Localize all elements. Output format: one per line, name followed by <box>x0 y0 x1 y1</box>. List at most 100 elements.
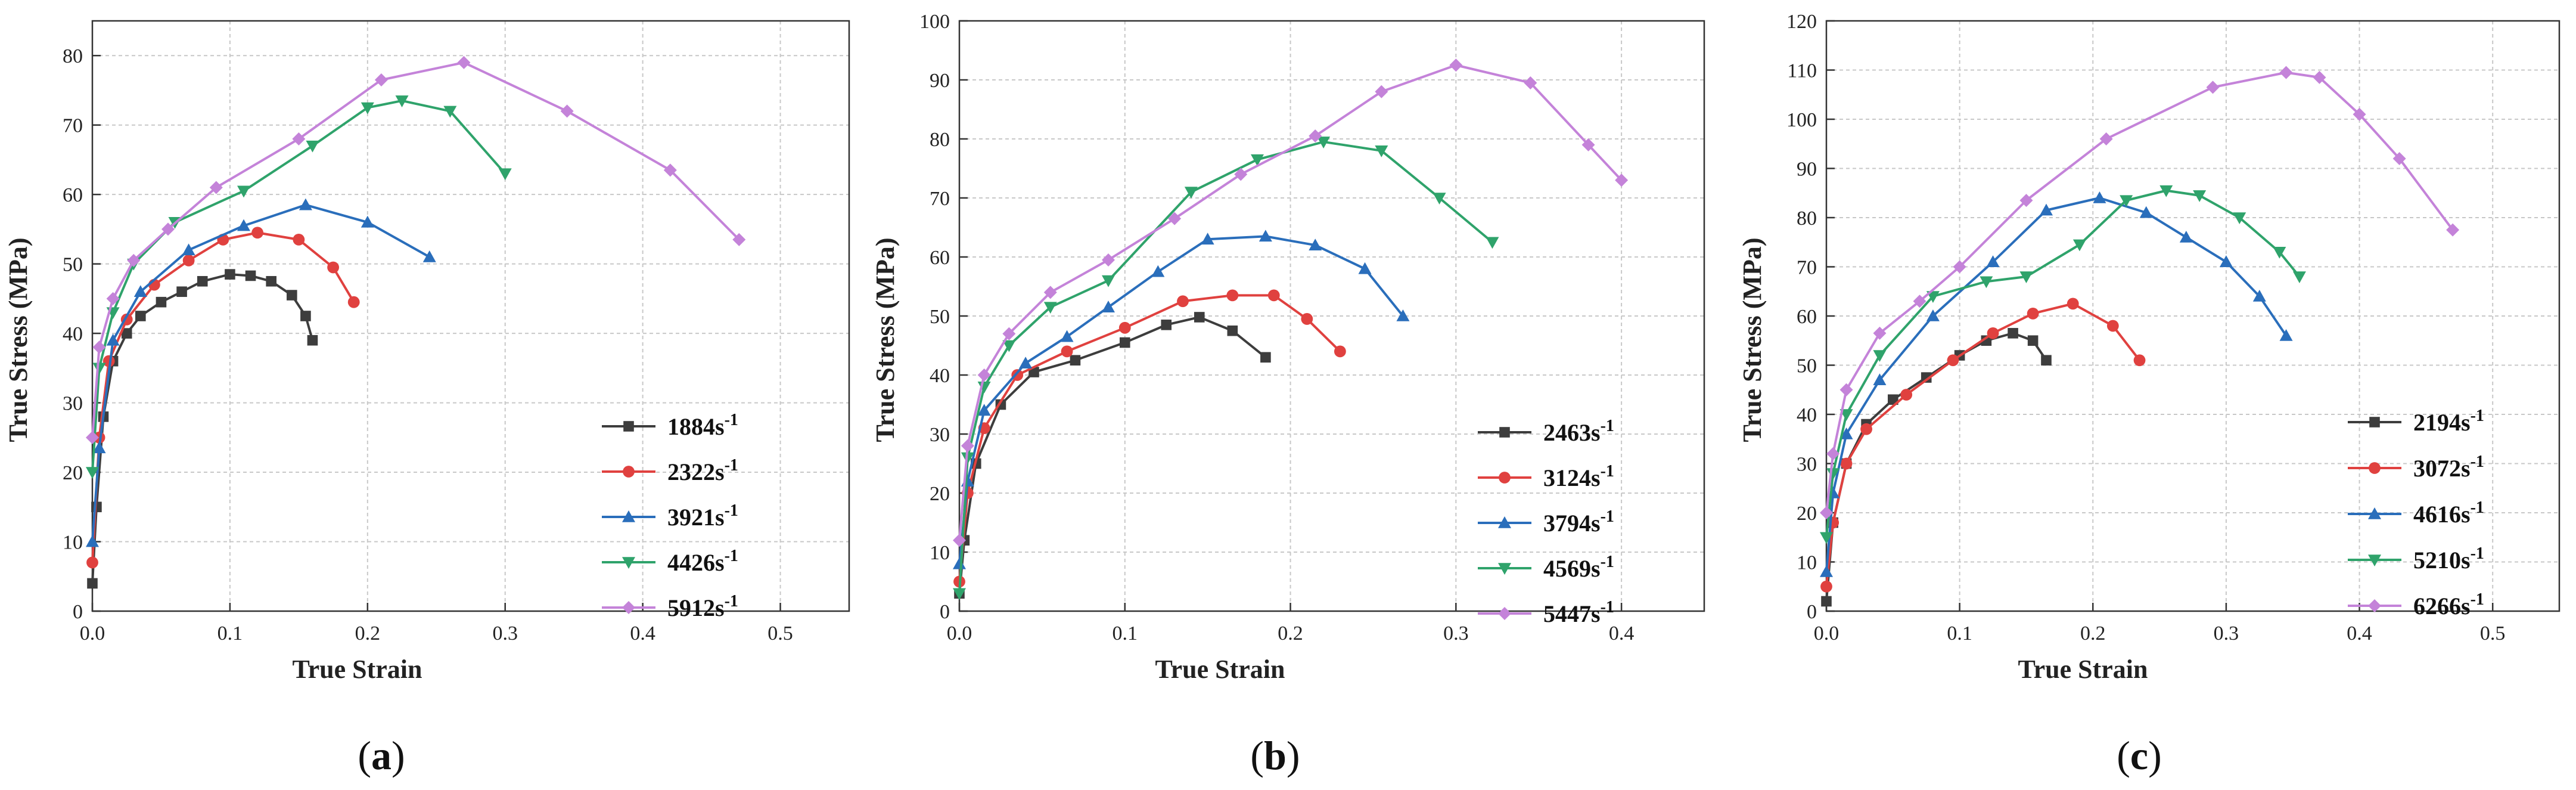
data-point-1884 <box>300 311 311 321</box>
legend-marker-5447 <box>1498 607 1511 620</box>
data-point-4569 <box>1102 275 1115 287</box>
y-tick-label: 100 <box>1786 109 1817 131</box>
legend-label-3921: 3921s-1 <box>667 501 738 531</box>
legend-rate-exponent: -1 <box>1601 553 1614 571</box>
data-point-6266 <box>1826 447 1840 460</box>
series-4616 <box>1820 191 2293 577</box>
data-point-6266 <box>2392 152 2406 165</box>
data-point-5210 <box>2120 195 2133 207</box>
x-tick-label: 0.1 <box>217 622 243 645</box>
panel-label-c: (c) <box>2117 733 2162 778</box>
legend-label-2194: 2194s-1 <box>2413 407 2484 436</box>
data-point-5210 <box>2233 212 2246 224</box>
data-point-4569 <box>1317 137 1331 148</box>
legend-rate-value: 6266s <box>2413 593 2471 619</box>
data-point-2322 <box>182 254 195 267</box>
data-point-3794 <box>1060 330 1074 342</box>
legend-marker-2463 <box>1499 427 1510 438</box>
data-point-4426 <box>498 168 512 181</box>
data-point-2322 <box>327 261 339 274</box>
data-point-3794 <box>1396 309 1410 321</box>
legend-label-4426: 4426s-1 <box>667 547 738 576</box>
legend-marker-3124 <box>1499 472 1511 484</box>
data-point-4569 <box>1375 145 1388 157</box>
data-point-4616 <box>1820 565 1833 577</box>
y-tick-label: 10 <box>930 542 950 564</box>
panel-label-close: ) <box>391 733 405 778</box>
data-point-5210 <box>2292 271 2306 283</box>
y-tick-label: 120 <box>1786 11 1817 33</box>
data-point-6266 <box>1820 506 1833 519</box>
panel-label-close: ) <box>1287 733 1300 778</box>
x-axis-title: True Strain <box>2018 655 2148 684</box>
y-tick-label: 30 <box>930 424 950 446</box>
data-point-5210 <box>2019 271 2033 283</box>
data-point-4426 <box>306 140 319 153</box>
data-point-1884 <box>225 269 235 280</box>
data-point-1884 <box>197 275 208 287</box>
data-point-4616 <box>2179 231 2193 243</box>
legend-label-5912: 5912s-1 <box>667 592 738 621</box>
legend-rate-exponent: -1 <box>2471 544 2484 563</box>
data-point-3072 <box>2133 354 2146 367</box>
data-point-4426 <box>92 363 106 375</box>
legend-marker-5912 <box>622 601 635 614</box>
legend-marker-3921 <box>622 510 635 522</box>
data-point-1884 <box>87 578 98 589</box>
data-point-6266 <box>2313 70 2326 84</box>
data-point-5210 <box>2193 190 2207 202</box>
panel-label-open: ( <box>2117 733 2130 778</box>
data-point-3072 <box>1987 327 1999 339</box>
legend-rate-value: 3124s <box>1543 464 1601 491</box>
data-point-5912 <box>127 253 141 267</box>
data-point-1884 <box>266 275 276 287</box>
series-5447 <box>953 58 1629 547</box>
legend-rate-exponent: -1 <box>2471 498 2484 517</box>
legend-label-1884: 1884s-1 <box>667 411 738 440</box>
y-tick-label: 60 <box>1797 306 1817 328</box>
data-point-5912 <box>92 340 106 354</box>
data-point-5912 <box>374 73 388 86</box>
series-3921 <box>86 198 436 547</box>
data-point-3072 <box>1820 580 1832 593</box>
legend-rate-value: 4426s <box>667 549 725 576</box>
data-point-3794 <box>1201 233 1214 245</box>
chart-panel-c: 0.0 0.1 0.2 0.3 0.4 0.5 0 10 20 30 40 50 60 70 80 90 100… <box>1738 11 2561 684</box>
data-point-5912 <box>560 104 574 118</box>
legend-rate-exponent: -1 <box>725 501 738 520</box>
series-5210 <box>1820 185 2306 544</box>
x-tick-label: 0.4 <box>630 622 655 645</box>
legend-marker-4569 <box>1498 563 1511 575</box>
data-point-3921 <box>237 219 250 231</box>
data-point-3921 <box>299 198 312 210</box>
data-point-3124 <box>1334 345 1346 358</box>
y-tick-label: 20 <box>930 483 950 505</box>
y-tick-label: 50 <box>1797 355 1817 377</box>
series-line-5210 <box>1825 189 2301 539</box>
legend-label-3072: 3072s-1 <box>2413 453 2484 482</box>
x-tick-label: 0.2 <box>1278 622 1303 645</box>
data-point-3072 <box>2027 307 2039 320</box>
y-tick-label: 0 <box>1807 601 1817 623</box>
legend-marker-4426 <box>622 557 635 569</box>
data-point-4426 <box>395 95 409 107</box>
data-point-2322 <box>86 556 98 569</box>
data-point-4616 <box>2252 290 2266 302</box>
data-point-5210 <box>1980 276 1993 289</box>
x-tick-label: 0.5 <box>2480 622 2506 645</box>
series-line-6266 <box>1825 71 2454 514</box>
y-tick-label: 0 <box>73 601 83 623</box>
legend-rate-exponent: -1 <box>2471 453 2484 471</box>
data-point-3072 <box>2106 320 2119 332</box>
y-tick-label: 20 <box>63 462 83 484</box>
legend-rate-value: 4616s <box>2413 501 2471 528</box>
legend-label-2463: 2463s-1 <box>1543 417 1614 446</box>
data-point-5912 <box>663 163 677 177</box>
y-axis-title: True Stress (MPa) <box>1738 238 1767 442</box>
series-4426 <box>86 95 512 479</box>
y-tick-label: 70 <box>930 188 950 210</box>
data-point-3794 <box>1019 357 1033 368</box>
data-point-2194 <box>1888 394 1898 405</box>
data-point-5912 <box>209 181 223 194</box>
